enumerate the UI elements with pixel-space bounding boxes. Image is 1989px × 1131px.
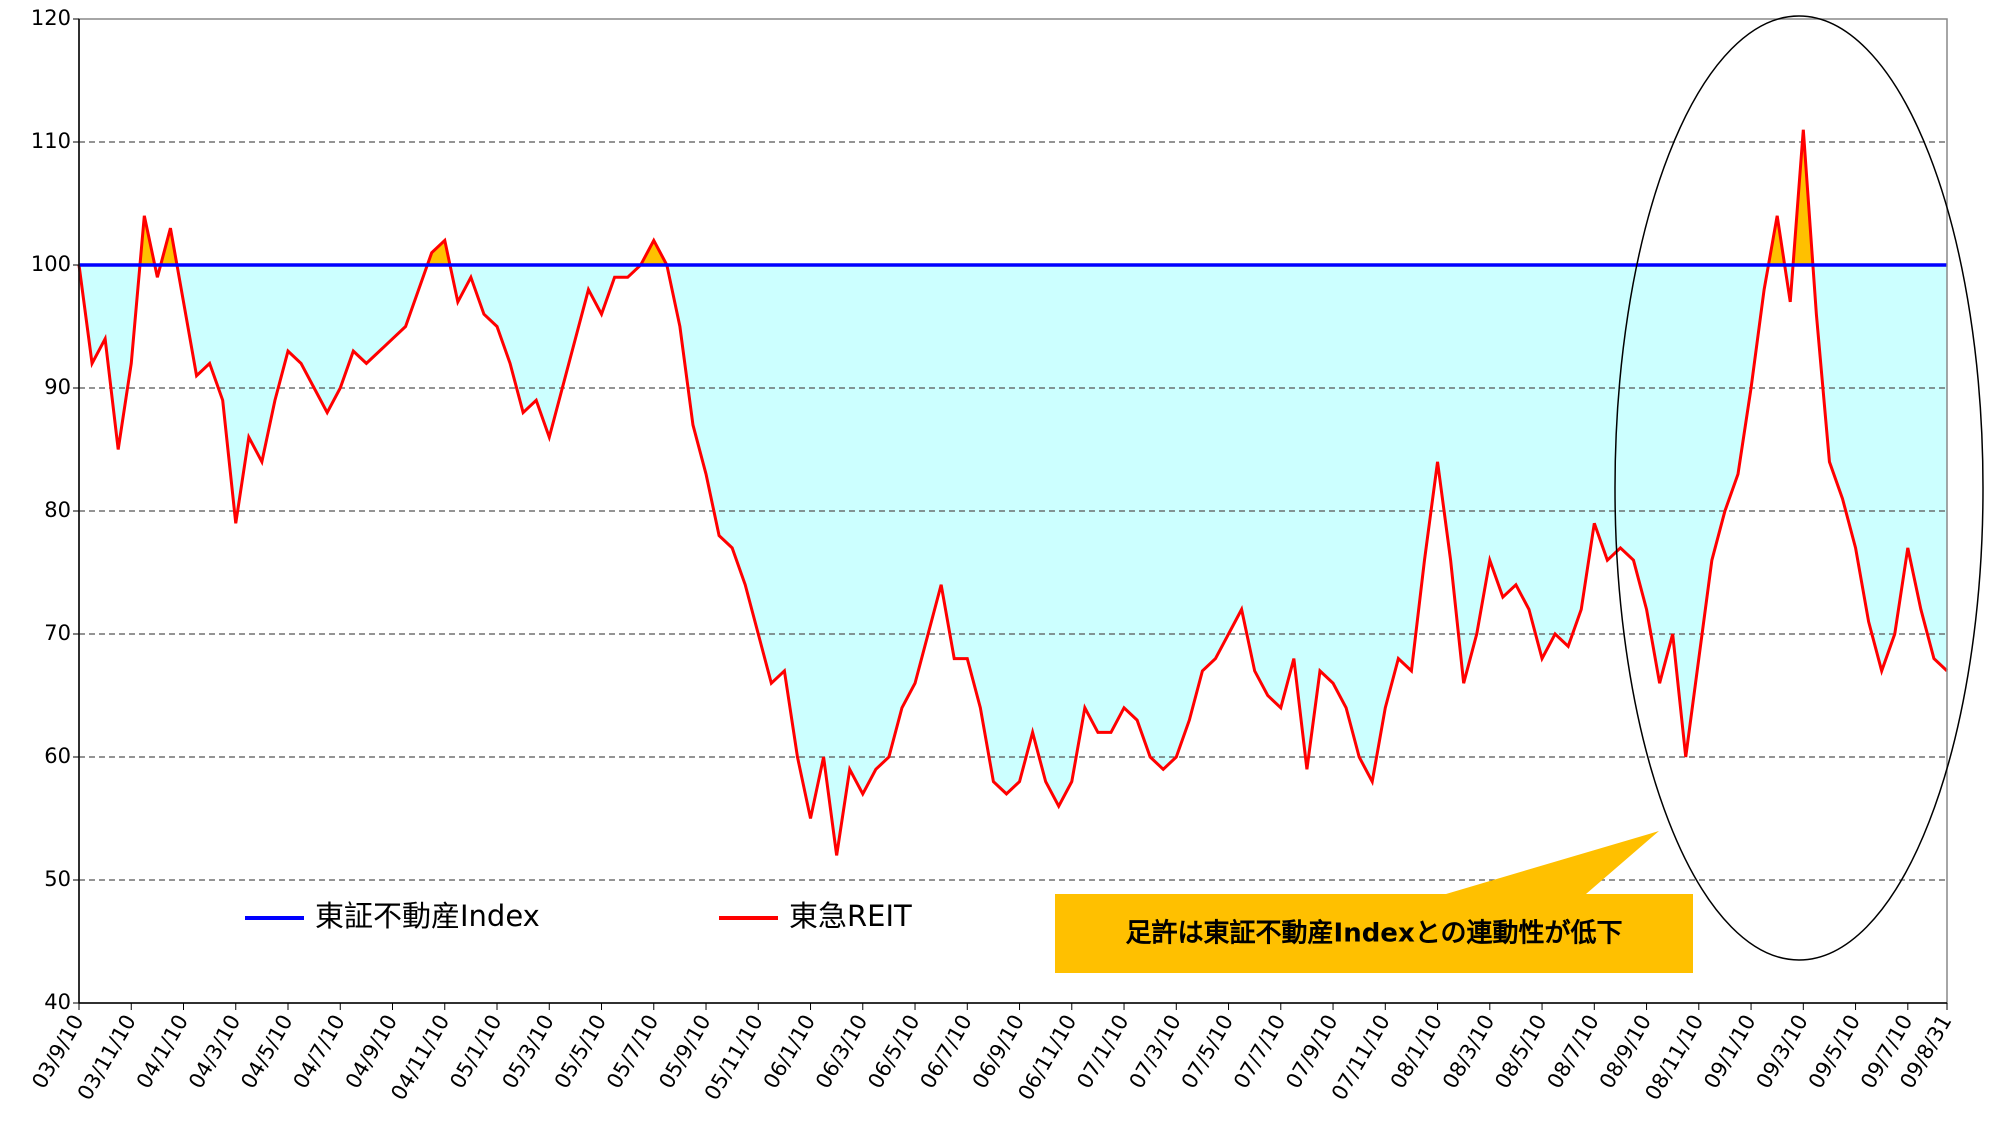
y-tick-label: 90 — [44, 375, 71, 399]
legend-label: 東証不動産Index — [315, 899, 540, 933]
y-tick-label: 110 — [31, 129, 71, 153]
y-tick-label: 100 — [31, 252, 71, 276]
legend: 東証不動産Index 東急REIT — [245, 899, 912, 933]
y-tick-label: 50 — [44, 867, 71, 891]
y-tick-label: 120 — [31, 6, 71, 30]
area-below — [79, 265, 1947, 856]
highlight-ellipse — [1614, 15, 1984, 961]
areas — [79, 129, 1947, 856]
y-tick-label: 40 — [44, 990, 71, 1014]
annotation: 足許は東証不動産Indexとの連動性が低下 — [1126, 918, 1623, 949]
y-tick-label: 60 — [44, 744, 71, 768]
lines — [77, 129, 1949, 856]
callout-pointer — [1446, 831, 1659, 894]
legend-label: 東急REIT — [789, 899, 912, 933]
series-line — [77, 129, 1949, 856]
y-tick-label: 80 — [44, 498, 71, 522]
y-tick-label: 70 — [44, 621, 71, 645]
annotation-box — [1055, 894, 1693, 973]
